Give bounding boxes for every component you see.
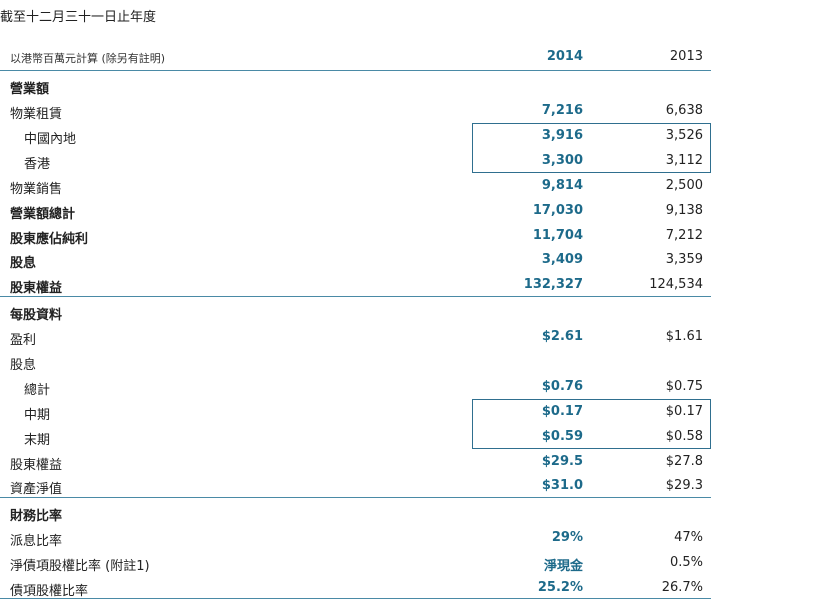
value-2014: 7,216 <box>541 103 583 118</box>
value-2013: 3,112 <box>665 153 703 168</box>
section-rule <box>0 497 711 498</box>
row-label: 股東應佔純利 <box>10 232 89 247</box>
row-label: 股東權益 <box>10 458 63 473</box>
value-2013: 3,526 <box>665 128 703 143</box>
value-2013: 3,359 <box>665 252 703 267</box>
row-label: 派息比率 <box>10 534 63 549</box>
row-label: 香港 <box>24 157 51 172</box>
header-label: 以港幣百萬元計算 (除另有註明) <box>10 52 166 65</box>
row-label: 盈利 <box>10 333 37 348</box>
value-2014: $31.0 <box>541 478 583 493</box>
row-label: 營業額總計 <box>10 207 76 222</box>
row-label: 物業銷售 <box>10 182 63 197</box>
row-label: 末期 <box>24 433 51 448</box>
value-2013: $29.3 <box>665 478 703 493</box>
value-2014: $0.17 <box>541 404 583 419</box>
row-label: 中期 <box>24 408 51 423</box>
row-label: 淨債項股權比率 (附註1) <box>10 559 150 574</box>
value-2014: 29% <box>551 530 583 545</box>
report-title: 截至十二月三十一日止年度 <box>0 10 157 25</box>
value-2014: $0.59 <box>541 429 583 444</box>
value-2014: 132,327 <box>523 277 583 292</box>
value-2014: 11,704 <box>532 228 583 243</box>
row-label: 股東權益 <box>10 281 63 296</box>
highlight-box-turnover <box>472 123 711 173</box>
value-2014: 9,814 <box>541 178 583 193</box>
value-2013: 0.5% <box>669 555 703 570</box>
row-label: 債項股權比率 <box>10 584 89 599</box>
value-2013: 26.7% <box>661 580 703 595</box>
section-heading-per-share: 每股資料 <box>10 308 63 323</box>
value-2014: $29.5 <box>541 454 583 469</box>
value-2013: 2,500 <box>665 178 703 193</box>
header-2014: 2014 <box>546 49 583 64</box>
value-2013: $0.75 <box>665 379 703 394</box>
header-rule <box>0 70 711 71</box>
value-2014: 3,300 <box>541 153 583 168</box>
bottom-rule <box>0 598 711 599</box>
row-label: 總計 <box>24 383 51 398</box>
highlight-box-dividend <box>472 399 711 449</box>
section-heading-turnover: 營業額 <box>10 82 50 97</box>
value-2014: $2.61 <box>541 329 583 344</box>
row-label: 中國內地 <box>24 132 77 147</box>
value-2013: $0.17 <box>665 404 703 419</box>
value-2013: $27.8 <box>665 454 703 469</box>
value-2013: 7,212 <box>665 228 703 243</box>
row-label: 物業租賃 <box>10 107 63 122</box>
value-2014: 3,409 <box>541 252 583 267</box>
value-2014: 17,030 <box>532 203 583 218</box>
row-label: 股息 <box>10 358 37 373</box>
value-2014: 25.2% <box>537 580 583 595</box>
value-2013: 9,138 <box>665 203 703 218</box>
header-2013: 2013 <box>669 49 703 64</box>
section-heading-ratios: 財務比率 <box>10 509 63 524</box>
value-2013: $1.61 <box>665 329 703 344</box>
value-2014: 淨現金 <box>543 559 583 574</box>
value-2014: 3,916 <box>541 128 583 143</box>
value-2013: $0.58 <box>665 429 703 444</box>
value-2013: 47% <box>674 530 703 545</box>
value-2014: $0.76 <box>541 379 583 394</box>
row-label: 資產淨值 <box>10 482 63 497</box>
value-2013: 124,534 <box>649 277 703 292</box>
section-rule <box>0 296 711 297</box>
row-label: 股息 <box>10 256 37 271</box>
value-2013: 6,638 <box>665 103 703 118</box>
